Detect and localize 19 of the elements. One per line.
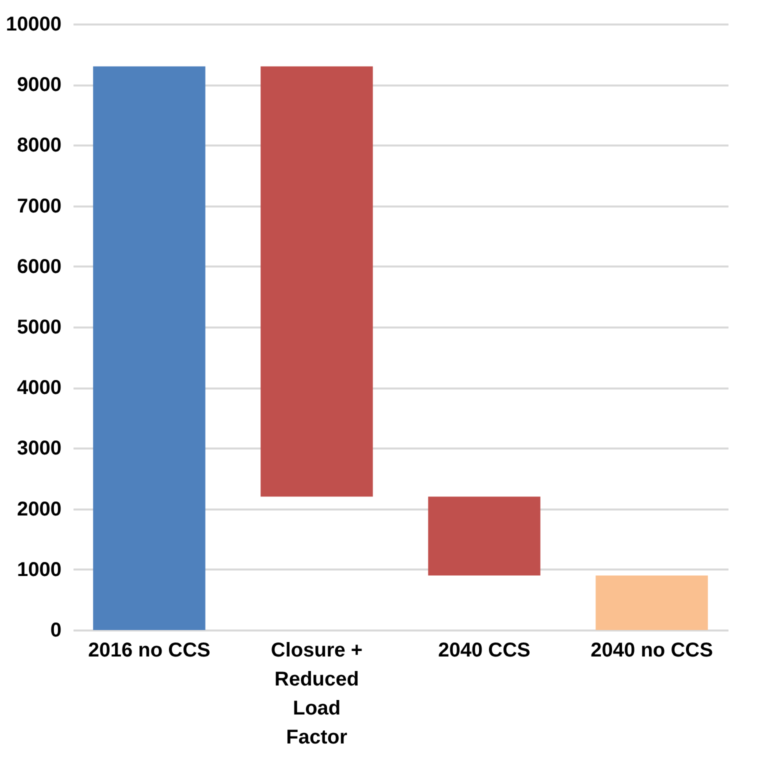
y-tick-label: 9000 <box>17 74 62 96</box>
x-tick-label: Closure + Reduced Load Factor <box>270 640 363 748</box>
y-tick-label: 2000 <box>17 498 62 520</box>
bar <box>260 66 373 497</box>
y-tick-label: 3000 <box>17 438 62 460</box>
x-tick-label: 2040 no CCS <box>590 640 713 662</box>
bar <box>428 496 540 576</box>
x-tick-label: 2040 CCS <box>438 640 530 662</box>
bar <box>93 66 206 630</box>
y-tick-label: 8000 <box>17 134 62 157</box>
x-tick-label: 2016 no CCS <box>88 640 210 662</box>
y-tick-label: 10000 <box>6 14 62 36</box>
y-tick-label: 5000 <box>17 316 62 338</box>
y-tick-label: 4000 <box>17 377 62 400</box>
y-tick-label: 7000 <box>17 195 62 218</box>
y-tick-label: 1000 <box>17 558 62 581</box>
y-tick-label: 0 <box>50 620 62 642</box>
y-tick-label: 6000 <box>17 256 62 278</box>
bar <box>596 575 708 630</box>
